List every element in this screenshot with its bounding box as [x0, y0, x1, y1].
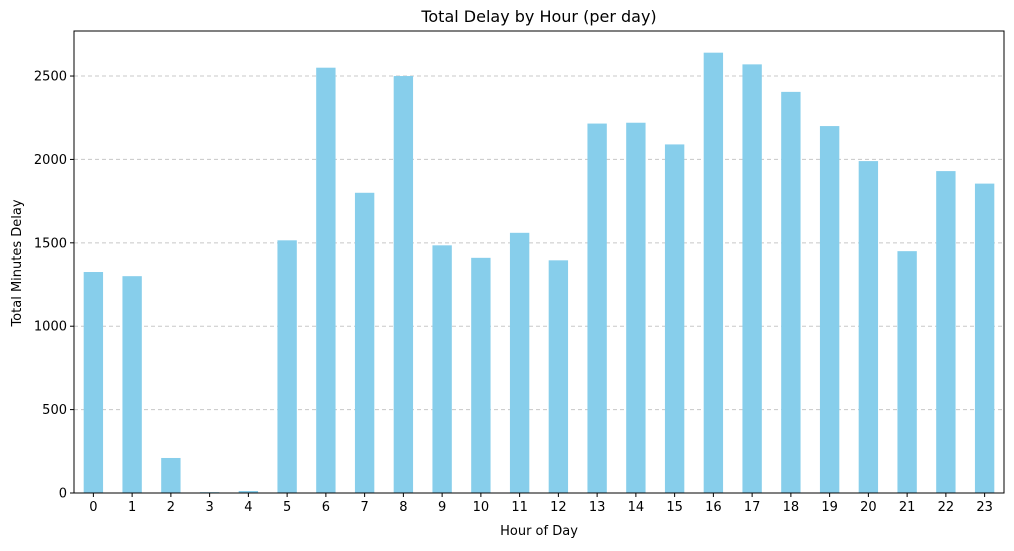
y-axis-ticks: 0 500 1000 1500 2000 2500 — [34, 70, 74, 502]
x-tick-label: 18 — [783, 500, 800, 515]
y-tick-label: 500 — [42, 403, 67, 418]
bar-hour-5 — [277, 240, 297, 493]
y-tick-label: 0 — [59, 487, 67, 502]
x-tick-label: 4 — [244, 500, 252, 515]
bar-hour-17 — [742, 64, 762, 494]
chart-title: Total Delay by Hour (per day) — [420, 7, 656, 26]
bar-hour-10 — [471, 257, 491, 493]
bar-hour-7 — [354, 192, 375, 493]
x-tick-label: 5 — [283, 500, 291, 515]
x-tick-label: 14 — [628, 500, 645, 515]
bar-hour-8 — [393, 76, 414, 493]
x-tick-label: 19 — [821, 500, 838, 515]
bar-hour-19 — [819, 126, 840, 493]
bar-hour-11 — [509, 232, 530, 494]
x-tick-label: 7 — [360, 500, 368, 515]
axes — [73, 30, 1005, 494]
x-tick-label: 16 — [705, 500, 722, 515]
bar-hour-0 — [83, 272, 104, 493]
bar-hour-22 — [936, 171, 956, 494]
bar-hour-16 — [703, 52, 724, 493]
x-tick-label: 12 — [550, 500, 567, 515]
bar-hour-13 — [587, 123, 607, 494]
bar-hour-23 — [974, 183, 995, 493]
x-tick-label: 15 — [666, 500, 683, 515]
x-tick-label: 3 — [205, 500, 213, 515]
x-tick-label: 20 — [860, 500, 877, 515]
x-tick-label: 22 — [938, 500, 955, 515]
x-tick-label: 0 — [89, 500, 97, 515]
x-tick-label: 21 — [899, 500, 916, 515]
bar-hour-1 — [122, 276, 142, 493]
x-axis-ticks: 0 1 2 3 4 5 6 7 8 9 10 11 12 13 14 15 16 17 18 19 20 21 22 23 — [89, 493, 993, 515]
y-tick-label: 1000 — [34, 320, 67, 335]
bar-hour-15 — [664, 144, 685, 493]
gridlines — [74, 75, 1004, 411]
x-axis-label: Hour of Day — [500, 524, 578, 539]
bar-hour-6 — [316, 67, 336, 493]
x-tick-label: 10 — [473, 500, 490, 515]
bar-hour-2 — [161, 457, 181, 493]
y-axis-label: Total Minutes Delay — [10, 199, 25, 327]
x-tick-label: 9 — [438, 500, 446, 515]
x-tick-label: 11 — [511, 500, 528, 515]
x-tick-label: 13 — [589, 500, 606, 515]
bar-hour-12 — [548, 260, 569, 493]
x-tick-label: 6 — [322, 500, 330, 515]
y-tick-label: 1500 — [34, 236, 67, 251]
y-tick-label: 2500 — [34, 70, 67, 85]
bar-hour-4 — [238, 490, 259, 493]
x-tick-label: 2 — [167, 500, 175, 515]
x-tick-label: 23 — [976, 500, 993, 515]
plot-frame — [73, 30, 1005, 494]
bar-hour-18 — [781, 91, 801, 493]
bar-hour-21 — [897, 251, 917, 493]
bar-hour-20 — [858, 161, 879, 493]
bar-hour-14 — [626, 122, 646, 493]
x-tick-label: 17 — [744, 500, 761, 515]
y-tick-label: 2000 — [34, 153, 67, 168]
x-tick-label: 8 — [399, 500, 407, 515]
bars — [83, 52, 995, 494]
x-tick-label: 1 — [128, 500, 136, 515]
bar-hour-9 — [432, 245, 452, 493]
